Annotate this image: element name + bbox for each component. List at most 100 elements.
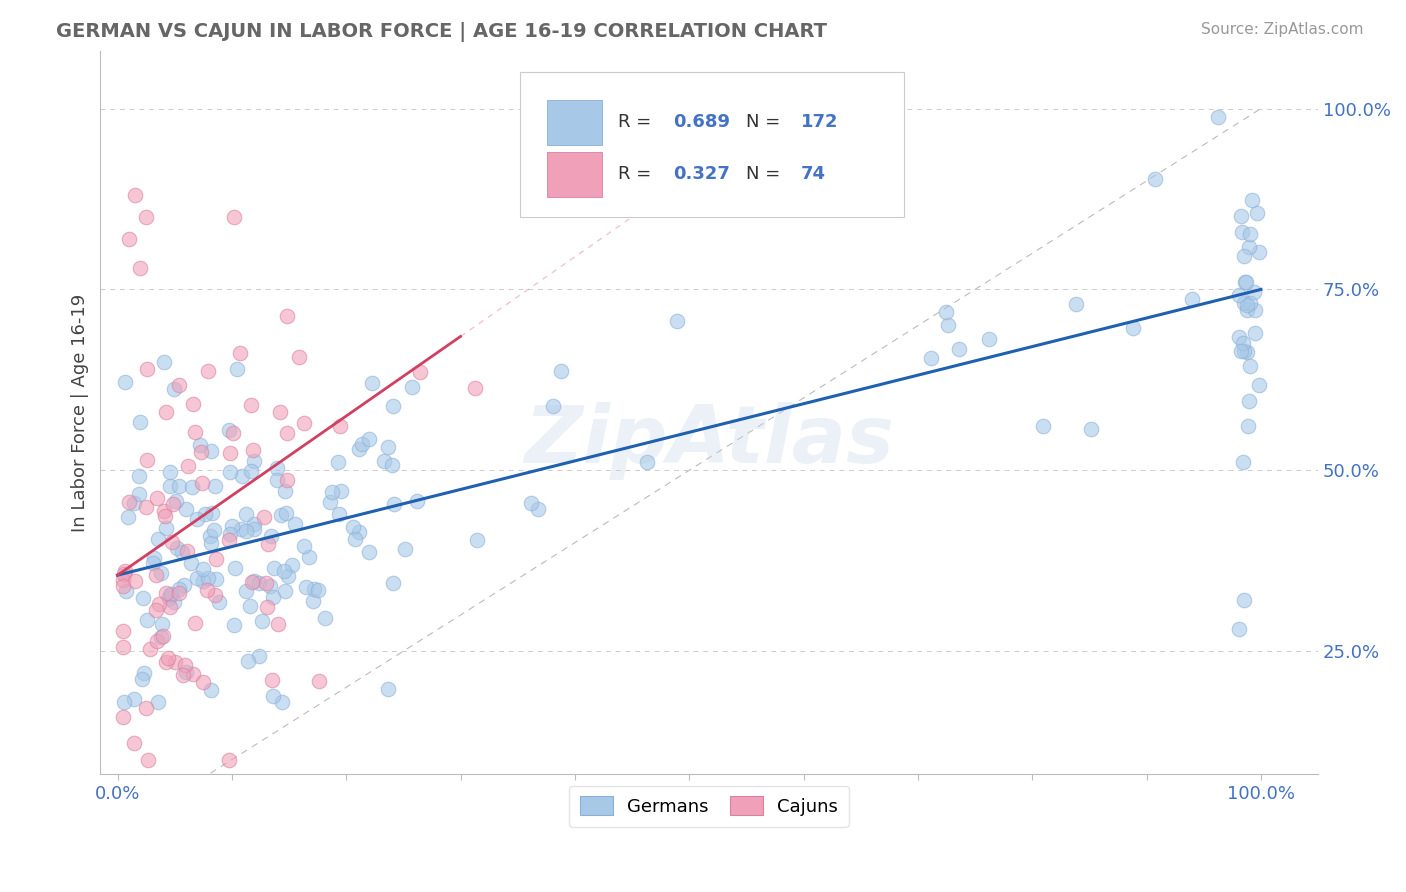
Text: 172: 172 xyxy=(800,112,838,130)
Point xyxy=(174,501,197,516)
Point xyxy=(129,415,152,429)
Point xyxy=(173,657,195,672)
Point xyxy=(173,578,195,592)
Point xyxy=(1181,293,1204,307)
Point xyxy=(135,453,157,467)
Point xyxy=(298,550,321,565)
Point xyxy=(329,419,352,434)
Point xyxy=(112,695,135,709)
Point xyxy=(1227,288,1250,302)
Point xyxy=(145,567,167,582)
Point xyxy=(200,683,222,698)
Point xyxy=(330,483,353,498)
Point xyxy=(135,361,157,376)
Point xyxy=(174,665,197,680)
Point xyxy=(1227,623,1250,637)
Point xyxy=(636,455,658,469)
Point xyxy=(197,571,219,585)
Point xyxy=(222,618,245,632)
Point xyxy=(256,537,278,551)
Point xyxy=(302,594,325,608)
Point xyxy=(145,603,167,617)
Point xyxy=(1064,296,1087,310)
Point xyxy=(208,595,231,609)
Point xyxy=(281,558,304,572)
Point xyxy=(177,458,200,473)
Point xyxy=(666,314,689,328)
Point xyxy=(128,468,150,483)
Point xyxy=(292,416,315,430)
Point xyxy=(114,584,136,599)
Point xyxy=(977,332,1000,346)
Point xyxy=(1143,172,1166,186)
Point xyxy=(326,455,349,469)
Point xyxy=(328,507,350,521)
Point xyxy=(1237,240,1260,254)
Point xyxy=(186,511,208,525)
Point xyxy=(204,588,226,602)
Point xyxy=(129,260,152,275)
Point xyxy=(159,588,181,602)
Point xyxy=(262,689,284,703)
Point xyxy=(153,508,176,523)
Point xyxy=(243,454,266,468)
Point xyxy=(1233,296,1256,310)
Point xyxy=(292,539,315,553)
Point xyxy=(1239,227,1261,241)
Point xyxy=(1032,419,1054,434)
Point xyxy=(342,520,364,534)
Bar xyxy=(547,152,602,197)
Point xyxy=(136,613,159,627)
Point xyxy=(219,465,242,479)
Point xyxy=(252,509,274,524)
Point xyxy=(190,445,212,459)
Point xyxy=(382,399,405,413)
Point xyxy=(149,566,172,580)
Point xyxy=(229,522,252,536)
Point xyxy=(464,381,486,395)
Point xyxy=(263,561,285,575)
Point xyxy=(191,574,214,589)
Point xyxy=(146,491,169,505)
Point xyxy=(155,404,177,418)
Point xyxy=(117,509,139,524)
Point xyxy=(112,640,135,654)
Point xyxy=(381,458,404,473)
Text: 74: 74 xyxy=(800,165,825,183)
Point xyxy=(128,486,150,500)
Point xyxy=(162,497,184,511)
Point xyxy=(274,483,297,498)
Point xyxy=(394,541,416,556)
Point xyxy=(155,656,177,670)
Point xyxy=(527,501,550,516)
Point xyxy=(153,355,176,369)
Point xyxy=(112,573,135,587)
Point xyxy=(242,575,264,590)
Point xyxy=(1236,298,1258,312)
Point xyxy=(465,533,488,548)
Point xyxy=(122,692,145,706)
Point xyxy=(112,624,135,638)
Point xyxy=(238,654,260,668)
Point xyxy=(1122,321,1144,335)
Point xyxy=(1237,419,1260,434)
Point xyxy=(1244,302,1267,317)
Point xyxy=(373,454,395,468)
Point xyxy=(276,473,298,487)
Point xyxy=(277,569,299,583)
Point xyxy=(247,649,270,664)
Point xyxy=(1080,422,1102,436)
Point xyxy=(194,507,217,521)
Point xyxy=(156,650,179,665)
Point xyxy=(344,532,367,546)
Point xyxy=(181,480,204,494)
Point xyxy=(242,574,264,588)
Point xyxy=(948,342,970,356)
Point xyxy=(318,495,340,509)
Point xyxy=(146,532,169,546)
Point xyxy=(1237,394,1260,409)
Point xyxy=(1239,296,1261,310)
Point xyxy=(118,495,141,509)
Point xyxy=(1236,345,1258,359)
Text: R =: R = xyxy=(617,112,657,130)
